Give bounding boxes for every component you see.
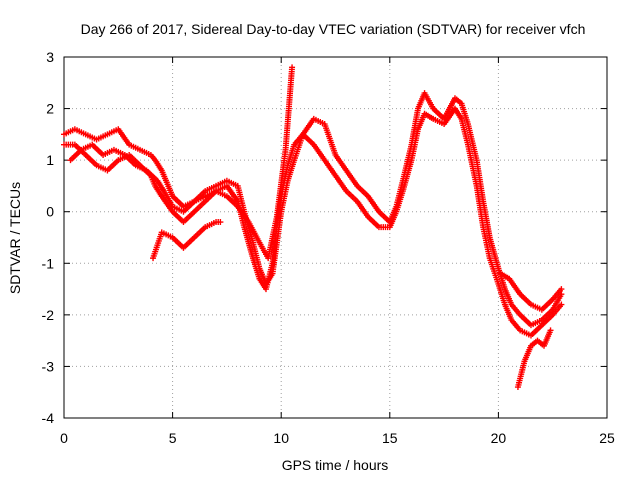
x-tick-label: 15 xyxy=(382,430,398,446)
data-point xyxy=(217,219,224,226)
x-axis: 0 5 10 15 20 25 xyxy=(60,57,615,446)
data-point xyxy=(547,327,554,334)
y-axis: -4 -3 -2 -1 0 1 2 3 xyxy=(42,49,607,426)
x-tick-label: 20 xyxy=(491,430,507,446)
x-axis-label: GPS time / hours xyxy=(282,457,389,473)
x-tick-label: 10 xyxy=(273,430,289,446)
y-axis-label: SDTVAR / TECUs xyxy=(7,182,23,294)
data-point xyxy=(558,301,565,308)
series-track-4 xyxy=(150,219,224,262)
y-tick-label: -3 xyxy=(42,358,55,374)
series-track-3 xyxy=(67,64,296,262)
data-point xyxy=(558,286,565,293)
series-layer xyxy=(61,64,565,391)
data-point xyxy=(289,64,296,71)
y-tick-label: 1 xyxy=(46,152,54,168)
plot-frame xyxy=(63,56,608,419)
series-track-1 xyxy=(61,90,565,329)
grid-lines xyxy=(64,57,607,418)
y-tick-label: -4 xyxy=(42,410,55,426)
y-tick-label: 3 xyxy=(46,49,54,65)
x-tick-label: 5 xyxy=(169,430,177,446)
y-tick-label: 0 xyxy=(46,204,54,220)
x-tick-label: 0 xyxy=(60,430,68,446)
series-track-5 xyxy=(497,270,565,313)
y-tick-label: 2 xyxy=(46,101,54,117)
y-tick-label: -2 xyxy=(42,307,55,323)
y-tick-label: -1 xyxy=(42,255,55,271)
chart-title: Day 266 of 2017, Sidereal Day-to-day VTE… xyxy=(81,21,586,37)
series-track-6 xyxy=(514,327,554,391)
x-tick-label: 25 xyxy=(599,430,615,446)
